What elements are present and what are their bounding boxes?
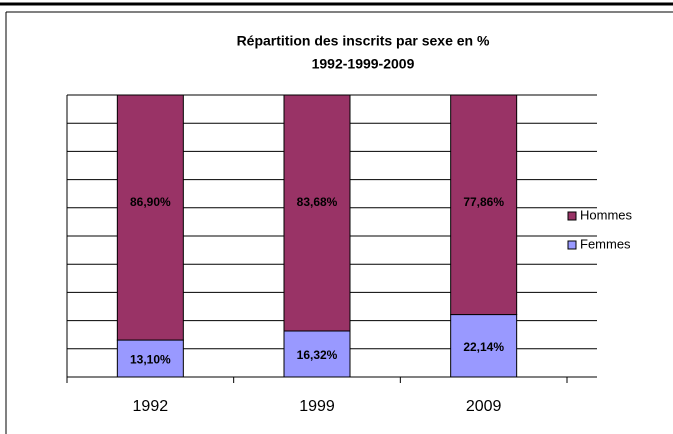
data-label: 16,32% — [297, 348, 338, 362]
bar-segment — [283, 94, 351, 332]
legend-label: Hommes — [580, 207, 633, 222]
data-label: 86,90% — [130, 195, 171, 209]
legend-swatch — [567, 211, 577, 221]
data-label: 77,86% — [463, 195, 504, 209]
x-tick-label: 1999 — [299, 398, 335, 415]
bar-segment — [116, 94, 184, 341]
legend-swatch — [567, 240, 577, 250]
chart-subtitle: 1992-1999-2009 — [312, 56, 415, 72]
data-label: 22,14% — [463, 340, 504, 354]
chart-title: Répartition des inscrits par sexe en % — [237, 33, 490, 49]
x-tick-label: 1992 — [133, 398, 169, 415]
x-tick-label: 2009 — [466, 398, 502, 415]
bar-segment — [450, 94, 518, 316]
legend-label: Femmes — [580, 236, 631, 251]
data-label: 13,10% — [130, 353, 171, 367]
data-label: 83,68% — [297, 195, 338, 209]
bar-segment — [450, 314, 518, 378]
